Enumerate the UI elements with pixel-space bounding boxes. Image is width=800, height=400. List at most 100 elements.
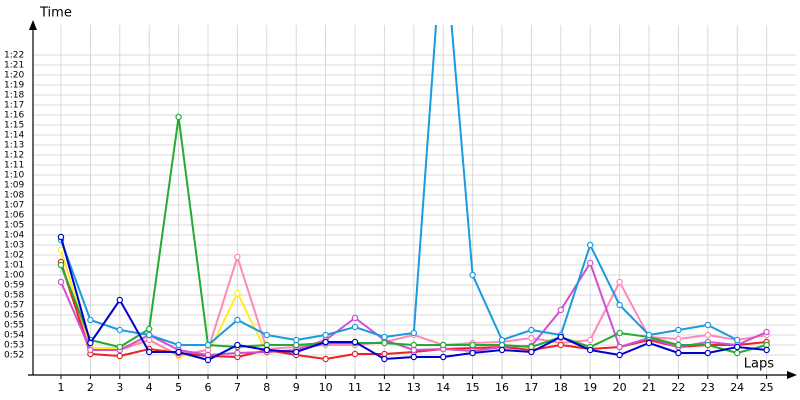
point [587,259,594,267]
x-tick-label: 22 [671,381,685,394]
point [145,325,153,333]
point [528,326,535,334]
x-tick-label: 13 [407,381,421,394]
y-tick-label: 0:52 [4,351,24,361]
y-tick-label: 1:00 [4,271,24,281]
point [175,348,182,356]
point [87,339,94,347]
y-tick-label: 1:22 [4,51,24,61]
point [57,261,65,269]
x-tick-label: 3 [116,381,123,394]
point [616,329,623,337]
plot-area [57,25,770,364]
point [234,341,241,349]
x-tick-label: 15 [466,381,480,394]
x-tick-label: 16 [495,381,509,394]
point [675,341,682,349]
point [557,306,565,314]
point [675,335,682,343]
x-tick-label: 21 [642,381,656,394]
y-tick-label: 1:21 [4,61,24,71]
y-tick-label: 1:10 [4,171,24,181]
x-tick-label: 19 [583,381,597,394]
point [116,296,124,304]
point [616,301,623,309]
point [204,356,212,364]
x-tick-label: 23 [701,381,715,394]
point [322,338,329,346]
point [145,348,153,356]
x-axis-arrow [787,371,797,379]
point [704,321,712,329]
point [616,351,623,359]
y-tick-label: 0:59 [4,281,24,291]
point [145,331,153,339]
point [498,346,506,354]
point [675,326,682,334]
point [322,331,329,339]
point [175,341,182,349]
y-axis-title: Time [39,6,72,21]
point [87,346,94,354]
point [587,346,594,354]
point [116,352,124,360]
point [204,341,212,349]
y-tick-label: 1:02 [4,251,24,261]
x-tick-label: 2 [87,381,94,394]
point [351,323,359,331]
y-tick-label: 1:06 [4,211,24,221]
x-tick-label: 5 [175,381,182,394]
y-tick-label: 0:54 [4,331,24,341]
point [557,341,565,349]
y-tick-label: 1:07 [4,201,24,211]
point [410,341,417,349]
point [351,338,359,346]
point [116,343,124,351]
point [645,339,653,347]
point [381,333,388,341]
point [293,336,300,344]
point [645,331,653,339]
point [734,336,741,344]
y-tick-label: 1:08 [4,191,24,201]
point [704,341,712,349]
point [57,246,65,254]
y-tick-label: 1:03 [4,241,24,251]
x-tick-label: 10 [319,381,333,394]
point [469,349,476,357]
y-tick-label: 1:09 [4,181,24,191]
y-tick-label: 1:12 [4,151,24,161]
point [263,331,270,339]
point [410,329,417,337]
point [234,349,241,357]
point [704,331,712,339]
y-tick-label: 1:17 [4,101,24,111]
series-line [60,25,738,346]
point [263,346,270,354]
x-tick-label: 4 [146,381,153,394]
point [498,336,506,344]
point [557,333,565,341]
x-tick-label: 25 [760,381,774,394]
point [351,314,359,322]
point [234,289,241,297]
y-tick-label: 1:20 [4,71,24,81]
point [587,241,594,249]
y-tick-label: 0:57 [4,301,24,311]
point [351,350,359,358]
y-tick-label: 1:05 [4,221,24,231]
point [381,339,388,347]
y-tick-label: 1:13 [4,141,24,151]
point [440,341,447,349]
point [763,346,770,354]
point [528,348,535,356]
y-tick-label: 0:55 [4,321,24,331]
point [234,253,241,261]
point [175,113,182,121]
point [704,349,712,357]
point [87,316,94,324]
x-tick-label: 11 [348,381,362,394]
y-tick-label: 0:53 [4,341,24,351]
x-tick-label: 1 [58,381,65,394]
